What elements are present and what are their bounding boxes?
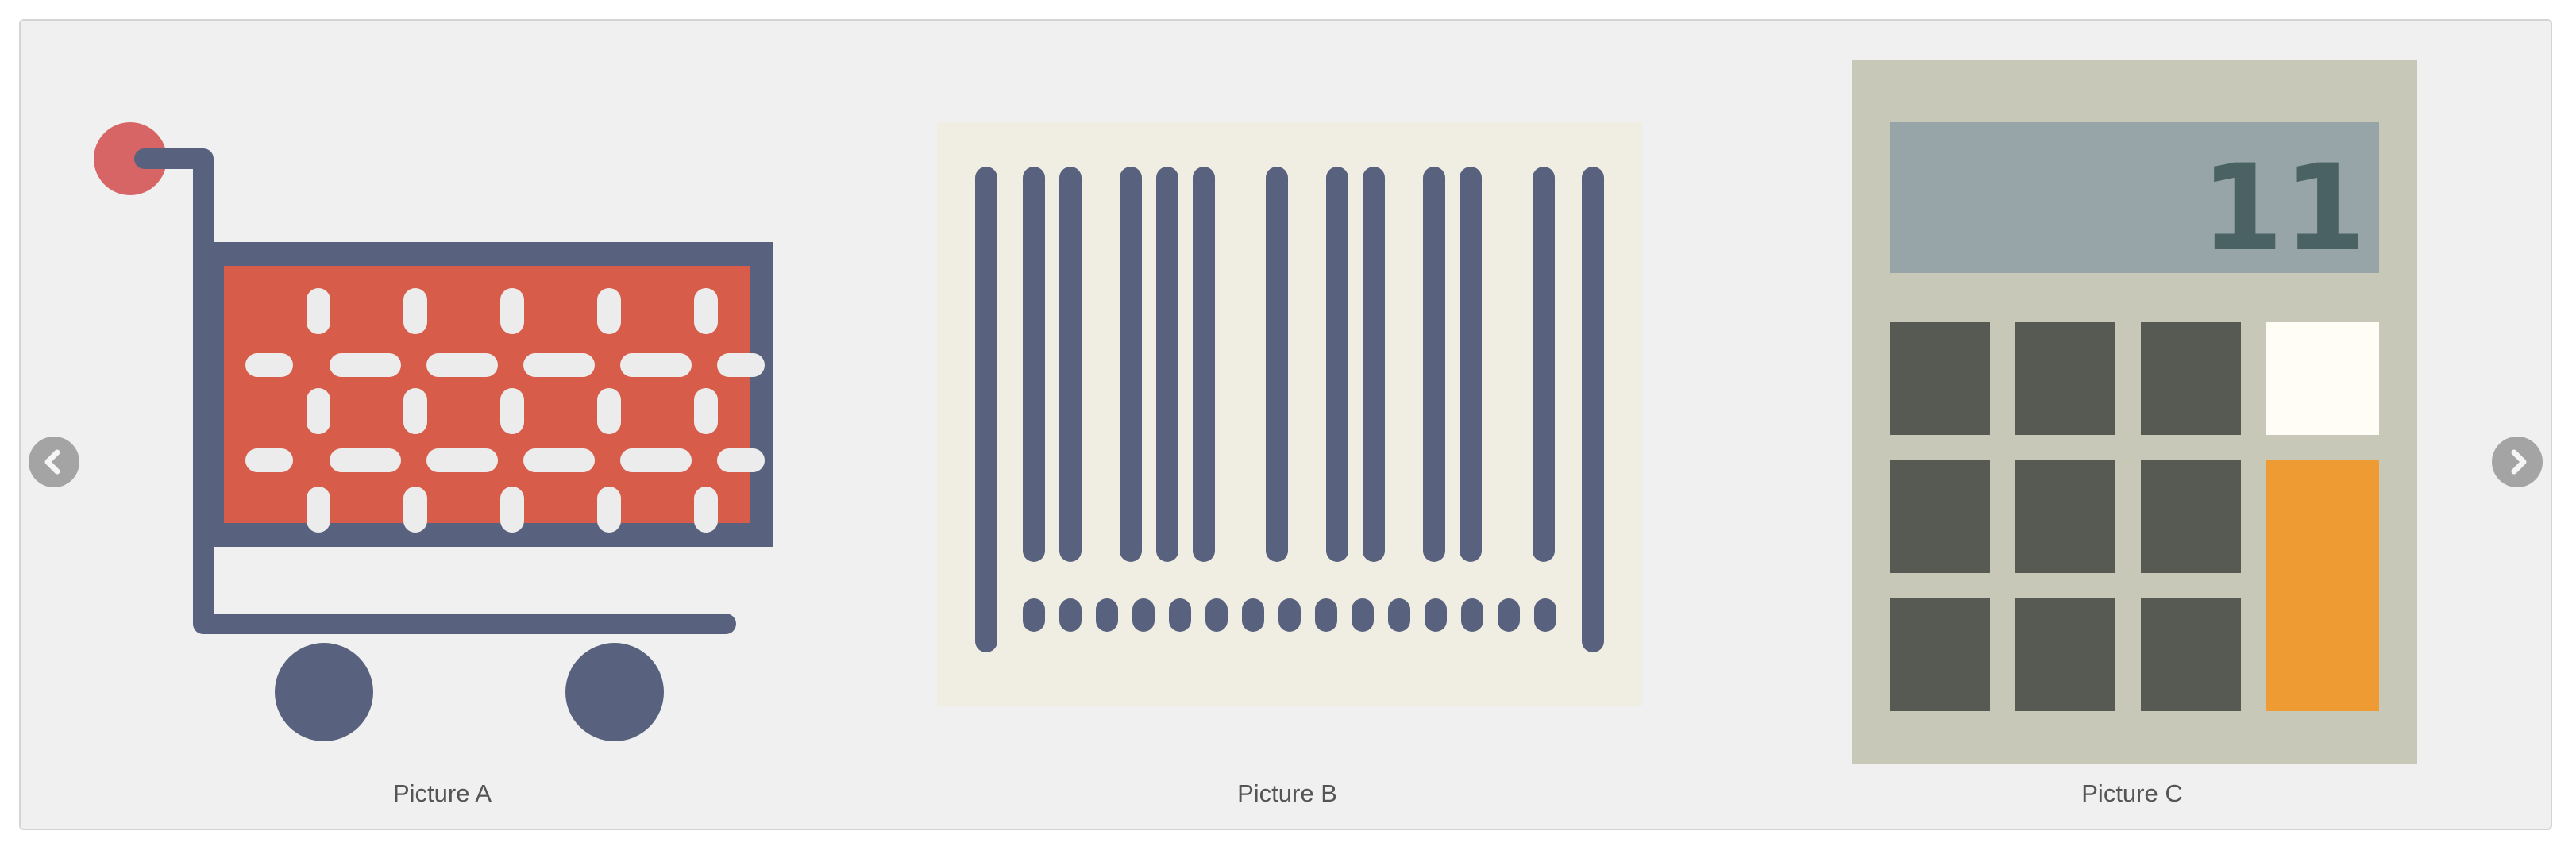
slide-picture-c: 11 (1852, 60, 2417, 764)
chevron-right-icon (2511, 449, 2527, 475)
next-slide-button[interactable] (2492, 437, 2543, 487)
calculator-display-value: 11 (2200, 140, 2366, 278)
slide-picture-a (91, 84, 821, 751)
calculator-screen (1890, 122, 2379, 273)
caption-picture-c: Picture C (2081, 779, 2183, 807)
prev-slide-button[interactable] (29, 437, 79, 487)
chevron-left-icon (44, 449, 60, 475)
shopping-cart-icon (94, 122, 773, 741)
barcode-icon (937, 122, 1642, 706)
caption-picture-b: Picture B (1237, 779, 1337, 807)
slide-picture-b (937, 122, 1642, 706)
caption-picture-a: Picture A (392, 779, 492, 807)
image-carousel: Picture A (19, 19, 2552, 830)
calculator-icon: 11 (1852, 60, 2417, 764)
